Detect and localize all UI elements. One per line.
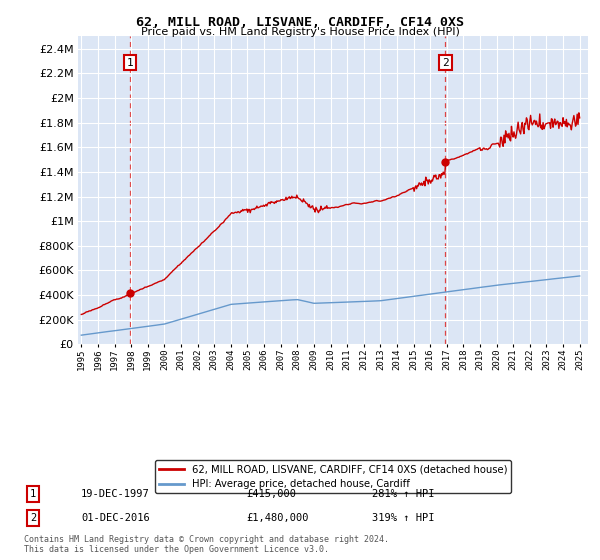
Text: Contains HM Land Registry data © Crown copyright and database right 2024.
This d: Contains HM Land Registry data © Crown c… — [24, 535, 389, 554]
Text: 01-DEC-2016: 01-DEC-2016 — [81, 513, 150, 523]
Text: £415,000: £415,000 — [246, 489, 296, 499]
Text: £1,480,000: £1,480,000 — [246, 513, 308, 523]
Text: 2: 2 — [30, 513, 36, 523]
Text: 319% ↑ HPI: 319% ↑ HPI — [372, 513, 434, 523]
Text: 2: 2 — [442, 58, 449, 68]
Text: 281% ↑ HPI: 281% ↑ HPI — [372, 489, 434, 499]
Legend: 62, MILL ROAD, LISVANE, CARDIFF, CF14 0XS (detached house), HPI: Average price, : 62, MILL ROAD, LISVANE, CARDIFF, CF14 0X… — [155, 460, 511, 493]
Text: 1: 1 — [127, 58, 134, 68]
Text: 19-DEC-1997: 19-DEC-1997 — [81, 489, 150, 499]
Text: 1: 1 — [30, 489, 36, 499]
Text: 62, MILL ROAD, LISVANE, CARDIFF, CF14 0XS: 62, MILL ROAD, LISVANE, CARDIFF, CF14 0X… — [136, 16, 464, 29]
Text: Price paid vs. HM Land Registry's House Price Index (HPI): Price paid vs. HM Land Registry's House … — [140, 27, 460, 37]
